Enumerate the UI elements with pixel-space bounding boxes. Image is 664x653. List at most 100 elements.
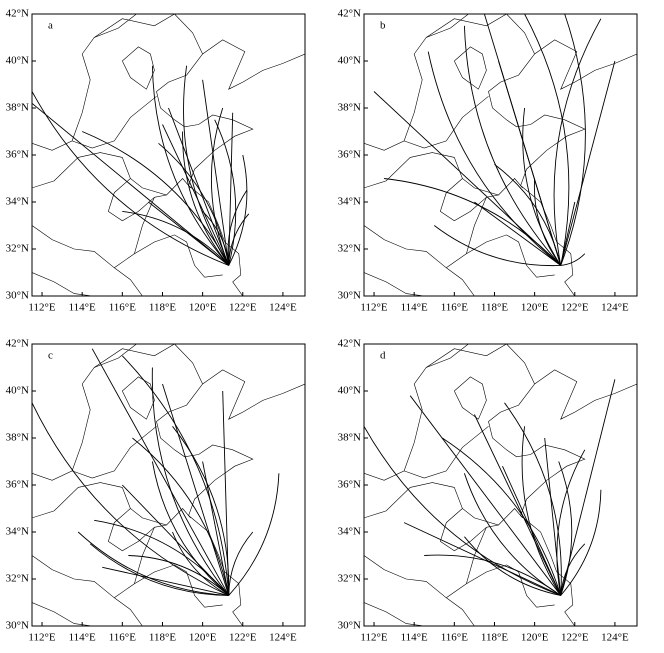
lat-label: 40°N	[6, 55, 29, 67]
trajectory	[162, 383, 230, 596]
lat-label: 38°N	[6, 102, 29, 114]
trajectory	[556, 449, 586, 596]
trajectory	[474, 201, 561, 266]
coastline	[488, 39, 637, 296]
province-border	[72, 426, 157, 479]
lon-label: 118°E	[481, 302, 508, 314]
trajectory	[151, 367, 230, 596]
lat-label: 34°N	[338, 196, 361, 208]
province-border	[122, 46, 155, 90]
province-border	[439, 508, 487, 552]
lat-label: 32°N	[338, 243, 361, 255]
province-border	[32, 344, 137, 481]
lat-label: 34°N	[6, 196, 29, 208]
trajectory	[409, 395, 562, 596]
lat-label: 40°N	[338, 385, 361, 397]
province-border	[32, 272, 93, 296]
trajectory	[364, 426, 561, 596]
trajectory	[560, 60, 616, 266]
trajectory	[89, 543, 229, 596]
province-border	[364, 482, 523, 526]
lat-label: 36°N	[6, 479, 29, 491]
lon-label: 112°E	[360, 632, 387, 644]
lon-label: 118°E	[149, 632, 176, 644]
panel-label: a	[48, 20, 53, 32]
province-border	[364, 14, 469, 151]
province-border	[94, 14, 203, 55]
trajectory	[214, 119, 237, 266]
trajectory	[77, 531, 229, 596]
trajectory	[502, 466, 562, 596]
trajectory	[128, 555, 230, 596]
trajectory	[122, 210, 230, 266]
trajectory	[464, 536, 561, 596]
lon-label: 114°E	[69, 632, 96, 644]
lat-label: 32°N	[6, 573, 29, 585]
province-border	[426, 344, 535, 385]
province-border	[364, 555, 475, 626]
lon-label: 116°E	[109, 302, 136, 314]
lat-label: 30°N	[338, 290, 361, 302]
trajectory	[202, 461, 230, 596]
lat-label: 36°N	[6, 149, 29, 161]
lat-label: 32°N	[338, 573, 361, 585]
lat-label: 34°N	[6, 526, 29, 538]
trajectory	[151, 65, 230, 266]
province-border	[364, 602, 425, 626]
trajectory	[182, 131, 230, 266]
province-border	[439, 178, 487, 222]
trajectory	[463, 25, 562, 266]
lat-label: 30°N	[338, 620, 361, 632]
trajectory	[228, 531, 254, 596]
map-content	[364, 14, 637, 296]
province-border	[134, 194, 167, 254]
lat-label: 42°N	[338, 8, 361, 20]
trajectory	[168, 107, 230, 266]
trajectory	[228, 154, 248, 266]
trajectory	[202, 211, 230, 266]
lon-label: 112°E	[360, 302, 387, 314]
trajectory	[560, 379, 616, 596]
trajectory	[132, 437, 230, 596]
lat-label: 30°N	[6, 290, 29, 302]
province-border	[404, 426, 489, 479]
trajectory	[94, 519, 230, 596]
province-border	[454, 46, 487, 90]
trajectory	[553, 18, 602, 266]
province-border	[72, 96, 157, 149]
province-border	[32, 14, 137, 151]
trajectory	[442, 437, 562, 596]
province-border	[454, 376, 487, 420]
lon-label: 114°E	[69, 302, 96, 314]
trajectory	[463, 473, 561, 596]
trajectory	[228, 473, 280, 596]
trajectory	[427, 51, 562, 266]
trajectory	[560, 14, 586, 266]
lon-label: 120°E	[189, 632, 217, 644]
lon-label: 114°E	[401, 632, 428, 644]
lat-label: 40°N	[338, 55, 361, 67]
trajectory	[183, 65, 230, 266]
lon-label: 124°E	[601, 632, 629, 644]
trajectory	[521, 426, 562, 596]
trajectory	[504, 402, 562, 596]
lon-label: 122°E	[229, 632, 257, 644]
trajectory	[560, 489, 602, 596]
lon-label: 112°E	[28, 632, 55, 644]
coastline	[488, 369, 637, 626]
province-border	[122, 376, 155, 420]
trajectory	[228, 213, 250, 266]
trajectory	[403, 522, 561, 596]
map-content	[32, 14, 305, 296]
province-border	[466, 194, 499, 254]
trajectory	[172, 531, 229, 596]
lon-label: 116°E	[441, 632, 468, 644]
province-border	[426, 14, 535, 55]
lat-label: 30°N	[6, 620, 29, 632]
province-border	[32, 225, 143, 296]
lon-label: 122°E	[561, 302, 589, 314]
province-border	[32, 555, 143, 626]
lat-label: 42°N	[338, 338, 361, 350]
province-border	[107, 178, 155, 222]
